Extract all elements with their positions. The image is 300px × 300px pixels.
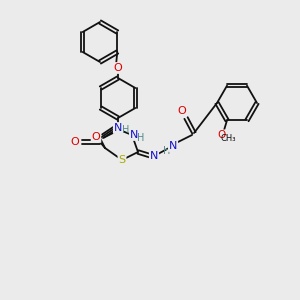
Text: O: O bbox=[218, 130, 226, 140]
Text: H: H bbox=[163, 146, 171, 156]
Text: O: O bbox=[178, 106, 186, 116]
Text: O: O bbox=[92, 132, 100, 142]
Text: H: H bbox=[137, 133, 145, 143]
Text: O: O bbox=[70, 137, 80, 147]
Text: H: H bbox=[122, 125, 130, 135]
Text: S: S bbox=[118, 155, 126, 165]
Text: N: N bbox=[114, 123, 122, 133]
Text: N: N bbox=[150, 151, 158, 161]
Text: CH₃: CH₃ bbox=[220, 134, 236, 143]
Text: N: N bbox=[130, 130, 138, 140]
Text: N: N bbox=[169, 141, 177, 151]
Text: O: O bbox=[114, 63, 122, 73]
